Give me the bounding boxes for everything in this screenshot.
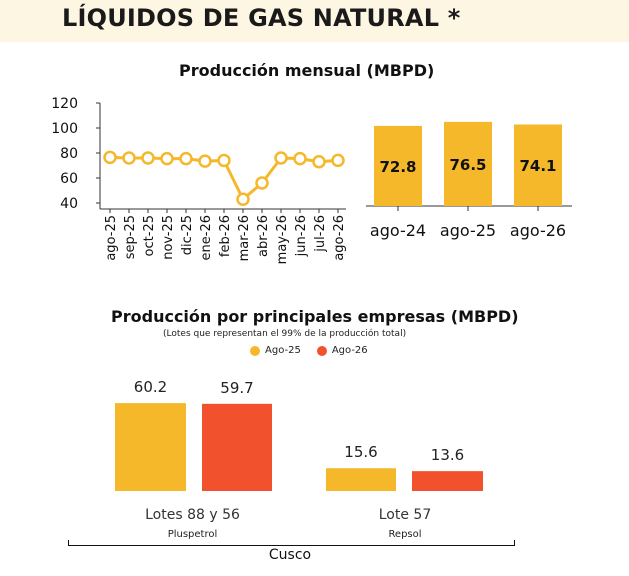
y-tick-label: 120 (51, 96, 78, 112)
x-tick-label-dic-25: dic-25 (180, 215, 195, 255)
data-point-feb-26 (217, 153, 231, 168)
y-tick-label: 100 (51, 121, 78, 137)
page-header: LÍQUIDOS DE GAS NATURAL * (0, 0, 629, 42)
x-tick-label-ago-26: ago-26 (332, 215, 347, 261)
region-bracket-right-tick (514, 540, 515, 546)
monthly-chart-title: Producción mensual (MBPD) (179, 61, 435, 80)
bar-lote-57-ago-26 (412, 471, 483, 491)
bar-ago-24 (374, 125, 422, 206)
region-bracket-left-tick (68, 540, 69, 546)
data-point-mar-26 (236, 192, 250, 206)
data-point-may-26 (274, 151, 288, 165)
data-point-ago-25 (103, 150, 117, 165)
x-tick-label-oct-25: oct-25 (142, 215, 157, 256)
x-tick-label-jul-26: jul-26 (313, 215, 328, 253)
bar-lote-57-ago-25 (326, 468, 396, 491)
bar-value-ago-25: 76.5 (449, 156, 486, 174)
bar-ago-25 (444, 121, 492, 206)
bar-lotes-88-y-56-ago-25 (115, 403, 186, 491)
company-label-repsol: Repsol (388, 529, 422, 540)
x-tick-label-sep-25: sep-25 (123, 215, 138, 259)
bar-lotes-88-y-56-ago-26 (202, 403, 272, 491)
data-point-jul-26 (312, 155, 326, 169)
group-label-lotes-88-56: Lotes 88 y 56 (145, 507, 240, 523)
bar-value-lote-57-ago-26: 13.6 (431, 446, 464, 464)
region-bracket-line (68, 545, 515, 546)
y-tick-label: 60 (60, 171, 78, 187)
data-point-nov-25 (160, 151, 174, 166)
legend-item-ago-25: Ago-25 (250, 345, 301, 356)
data-point-ene-26 (198, 154, 212, 168)
bar-value-lotes-88-y-56-ago-26: 59.7 (220, 379, 253, 397)
region-label-cusco: Cusco (268, 547, 312, 563)
y-tick-label: 80 (60, 146, 78, 162)
x-tick-label-may-26: may-26 (275, 215, 290, 264)
data-point-oct-25 (141, 151, 155, 165)
bar-value-ago-26: 74.1 (519, 157, 556, 175)
data-point-abr-26 (255, 176, 269, 190)
data-point-sep-25 (122, 151, 136, 165)
x-tick-label-abr-26: abr-26 (256, 215, 271, 257)
legend-label-ago-25: Ago-25 (265, 345, 301, 356)
legend-item-ago-26: Ago-26 (316, 345, 368, 356)
bar-value-ago-24: 72.8 (379, 158, 416, 176)
data-point-dic-25 (179, 151, 193, 166)
bar-category-ago-26: ago-26 (510, 221, 566, 240)
group-label-lote-57: Lote 57 (378, 507, 432, 523)
companies-legend: Ago-25 Ago-26 (250, 345, 368, 356)
x-tick-label-nov-25: nov-25 (161, 215, 176, 260)
y-tick-label: 40 (60, 196, 78, 212)
legend-swatch-ago-25 (250, 345, 260, 356)
x-tick-label-feb-26: feb-26 (218, 215, 233, 257)
data-point-jun-26 (293, 151, 307, 166)
page-title: LÍQUIDOS DE GAS NATURAL * (62, 4, 461, 32)
bar-category-ago-24: ago-24 (370, 221, 426, 240)
companies-chart-subtitle: (Lotes que representan el 99% de la prod… (163, 329, 407, 339)
bar-value-lote-57-ago-25: 15.6 (344, 443, 377, 461)
bar-ago-26 (514, 124, 562, 206)
x-tick-label-jun-26: jun-26 (294, 215, 309, 257)
x-tick-label-ago-25: ago-25 (104, 215, 119, 261)
companies-chart-title: Producción por principales empresas (MBP… (111, 307, 519, 326)
bar-value-lotes-88-y-56-ago-25: 60.2 (134, 378, 167, 396)
company-label-pluspetrol: Pluspetrol (167, 529, 218, 540)
x-tick-label-ene-26: ene-26 (199, 215, 214, 260)
x-tick-label-mar-26: mar-26 (237, 215, 252, 261)
bar-category-ago-25: ago-25 (440, 221, 496, 240)
data-point-ago-26 (331, 153, 345, 168)
legend-label-ago-26: Ago-26 (331, 345, 368, 356)
legend-swatch-ago-26 (316, 345, 327, 356)
